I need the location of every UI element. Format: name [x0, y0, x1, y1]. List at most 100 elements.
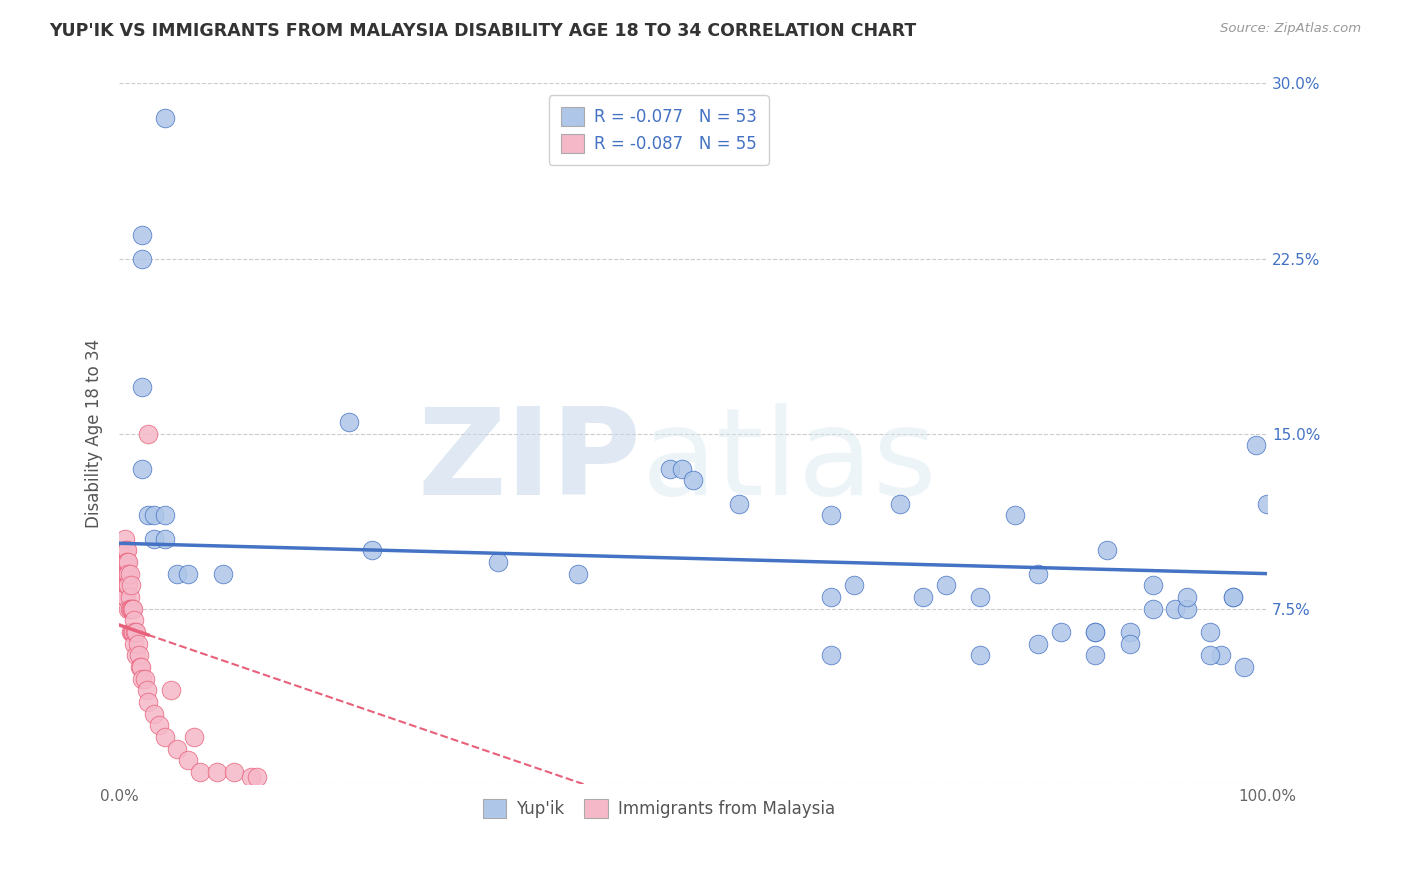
- Point: [166, 741, 188, 756]
- Point: [135, 683, 157, 698]
- Text: Source: ZipAtlas.com: Source: ZipAtlas.com: [1220, 22, 1361, 36]
- Point: [1026, 637, 1049, 651]
- Text: YUP'IK VS IMMIGRANTS FROM MALAYSIA DISABILITY AGE 18 TO 34 CORRELATION CHART: YUP'IK VS IMMIGRANTS FROM MALAYSIA DISAB…: [49, 22, 917, 40]
- Point: [1026, 566, 1049, 581]
- Point: [160, 683, 183, 698]
- Point: [117, 566, 139, 581]
- Point: [211, 566, 233, 581]
- Point: [117, 543, 139, 558]
- Point: [1084, 625, 1107, 640]
- Text: ZIP: ZIP: [418, 403, 641, 520]
- Point: [1049, 625, 1071, 640]
- Point: [111, 566, 134, 581]
- Point: [131, 252, 153, 266]
- Point: [1199, 648, 1222, 663]
- Point: [117, 555, 139, 569]
- Point: [142, 706, 165, 721]
- Point: [486, 555, 509, 569]
- Point: [1222, 590, 1244, 604]
- Point: [112, 578, 135, 592]
- Point: [1175, 590, 1198, 604]
- Point: [177, 566, 200, 581]
- Point: [240, 770, 263, 784]
- Point: [1244, 438, 1267, 452]
- Point: [115, 555, 138, 569]
- Point: [1084, 648, 1107, 663]
- Point: [127, 637, 149, 651]
- Point: [114, 532, 136, 546]
- Point: [177, 753, 200, 767]
- Point: [129, 660, 152, 674]
- Point: [337, 415, 360, 429]
- Point: [129, 660, 152, 674]
- Point: [246, 770, 269, 784]
- Point: [1118, 637, 1140, 651]
- Point: [1175, 601, 1198, 615]
- Point: [136, 508, 159, 523]
- Point: [842, 578, 865, 592]
- Point: [121, 625, 143, 640]
- Point: [136, 426, 159, 441]
- Point: [935, 578, 957, 592]
- Point: [117, 555, 139, 569]
- Point: [136, 695, 159, 709]
- Point: [114, 566, 136, 581]
- Point: [117, 578, 139, 592]
- Point: [114, 590, 136, 604]
- Point: [911, 590, 934, 604]
- Point: [153, 508, 176, 523]
- Point: [820, 590, 842, 604]
- Point: [128, 648, 150, 663]
- Point: [1233, 660, 1256, 674]
- Point: [820, 648, 842, 663]
- Point: [142, 508, 165, 523]
- Point: [1118, 625, 1140, 640]
- Legend: Yup'ik, Immigrants from Malaysia: Yup'ik, Immigrants from Malaysia: [477, 792, 842, 824]
- Point: [131, 461, 153, 475]
- Point: [1095, 543, 1118, 558]
- Point: [118, 566, 141, 581]
- Point: [112, 555, 135, 569]
- Point: [183, 730, 205, 744]
- Point: [115, 543, 138, 558]
- Point: [969, 648, 991, 663]
- Point: [122, 637, 145, 651]
- Point: [115, 566, 138, 581]
- Point: [1222, 590, 1244, 604]
- Point: [222, 765, 245, 780]
- Point: [134, 672, 156, 686]
- Point: [120, 601, 142, 615]
- Point: [117, 566, 139, 581]
- Point: [1004, 508, 1026, 523]
- Point: [889, 497, 911, 511]
- Point: [1211, 648, 1233, 663]
- Point: [111, 543, 134, 558]
- Point: [120, 625, 142, 640]
- Point: [1142, 601, 1164, 615]
- Point: [1256, 497, 1278, 511]
- Point: [142, 532, 165, 546]
- Point: [153, 532, 176, 546]
- Point: [121, 601, 143, 615]
- Point: [682, 473, 704, 487]
- Point: [124, 625, 146, 640]
- Point: [131, 380, 153, 394]
- Point: [820, 508, 842, 523]
- Point: [117, 578, 139, 592]
- Point: [118, 590, 141, 604]
- Point: [148, 718, 170, 732]
- Point: [122, 625, 145, 640]
- Text: atlas: atlas: [641, 403, 938, 520]
- Point: [659, 461, 682, 475]
- Point: [205, 765, 228, 780]
- Point: [115, 590, 138, 604]
- Point: [969, 590, 991, 604]
- Point: [1084, 625, 1107, 640]
- Point: [122, 613, 145, 627]
- Point: [188, 765, 211, 780]
- Y-axis label: Disability Age 18 to 34: Disability Age 18 to 34: [86, 339, 103, 528]
- Point: [1199, 625, 1222, 640]
- Point: [1164, 601, 1187, 615]
- Point: [131, 228, 153, 243]
- Point: [671, 461, 693, 475]
